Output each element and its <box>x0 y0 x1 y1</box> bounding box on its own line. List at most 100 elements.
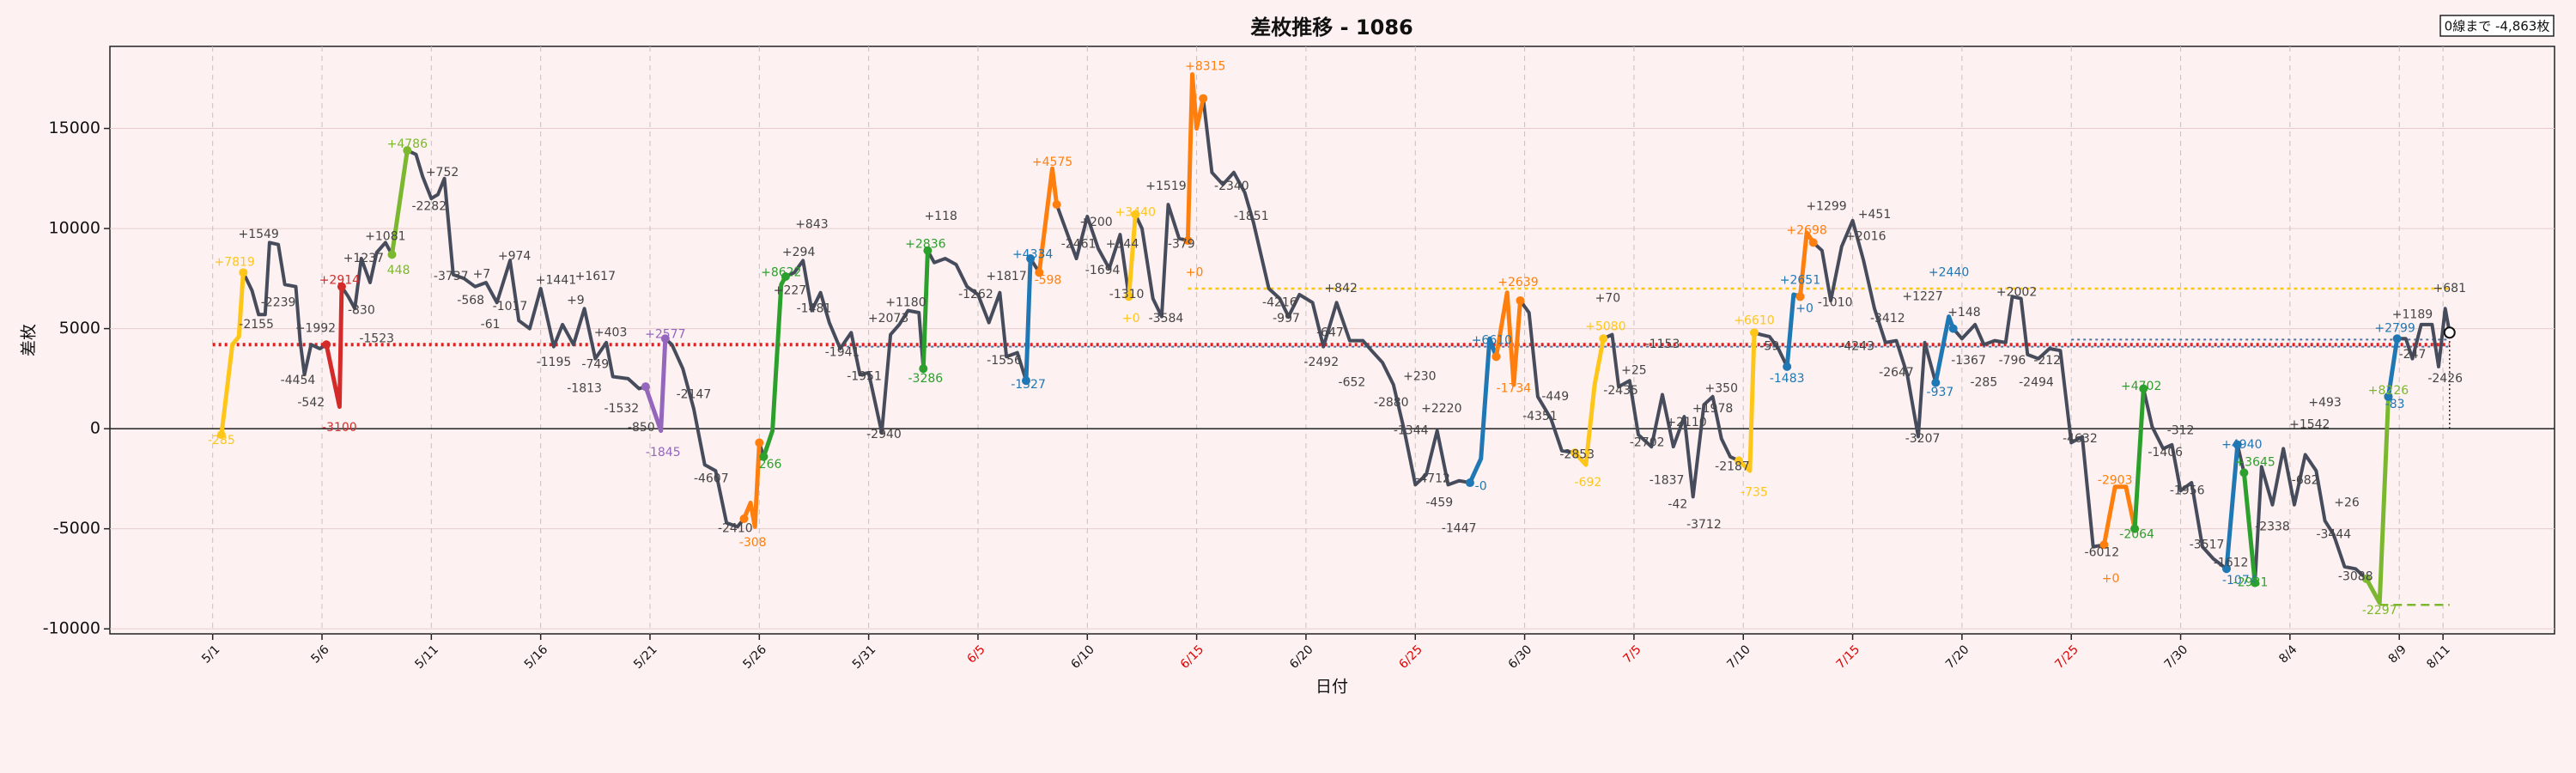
y-tick-label: -5000 <box>53 519 100 538</box>
series-line <box>219 72 2451 605</box>
annotation: -997 <box>1273 312 1300 326</box>
series-line <box>2241 470 2257 586</box>
annotation: -4632 <box>2063 432 2098 446</box>
annotation: +1617 <box>575 270 616 283</box>
series-line <box>742 440 762 529</box>
annotation: -652 <box>1339 376 1366 390</box>
point <box>216 430 226 440</box>
point <box>2130 524 2140 533</box>
annotation: -4712 <box>1415 472 1450 485</box>
annotation: -749 <box>581 358 609 372</box>
annotation: +1081 <box>365 229 405 243</box>
annotation: -6012 <box>2085 546 2120 560</box>
annotation: -1845 <box>646 446 681 460</box>
annotation: +3440 <box>1115 205 1156 219</box>
annotation: +1542 <box>2289 417 2330 431</box>
annotation: +200 <box>1079 216 1112 229</box>
annotation: -796 <box>1999 354 2026 368</box>
point <box>1516 295 1525 305</box>
point <box>2139 384 2148 393</box>
annotation: +70 <box>1595 292 1621 306</box>
series-line <box>2224 442 2240 571</box>
annotation: +403 <box>594 326 627 339</box>
annotation: +1189 <box>2392 307 2433 321</box>
annotation: -2426 <box>2427 372 2463 386</box>
series-line <box>761 274 788 460</box>
point <box>755 438 764 447</box>
point <box>1735 456 1744 466</box>
annotation: +4786 <box>387 137 428 151</box>
point <box>660 334 670 344</box>
annotation: +2914 <box>319 274 360 288</box>
annotation: +0 <box>1122 312 1140 326</box>
point <box>1749 328 1759 338</box>
annotation: -1523 <box>359 332 394 345</box>
annotation: +148 <box>1947 306 1980 320</box>
annotation: 266 <box>759 458 782 472</box>
point <box>403 146 412 155</box>
annotation: +2577 <box>645 328 685 342</box>
annotation: +3645 <box>2234 456 2275 470</box>
annotation: -2435 <box>1603 384 1638 398</box>
point <box>2233 440 2242 449</box>
annotation: +7 <box>473 268 491 282</box>
annotation: -42 <box>1668 498 1687 512</box>
point <box>1599 334 1608 344</box>
annotation: +2002 <box>1996 286 2037 300</box>
annotation: -1017 <box>493 300 528 313</box>
point <box>1124 292 1133 301</box>
annotation: +842 <box>1324 282 1357 295</box>
annotation: +227 <box>774 283 806 297</box>
annotation: +7819 <box>214 256 254 270</box>
annotation: -1556 <box>987 354 1022 368</box>
annotation: +752 <box>426 166 459 180</box>
annotation: +344 <box>1106 238 1139 252</box>
point <box>2384 392 2393 401</box>
annotation: +1519 <box>1145 180 1186 193</box>
annotation: +2440 <box>1929 265 1969 279</box>
annotation: -1447 <box>1442 522 1477 536</box>
point <box>923 246 933 255</box>
annotation: +8315 <box>1185 59 1225 73</box>
annotation: -735 <box>1741 486 1768 500</box>
annotation: -285 <box>1970 376 1997 390</box>
annotation: -2494 <box>2019 376 2054 390</box>
point <box>759 452 769 461</box>
point <box>1571 448 1580 458</box>
annotation: +2639 <box>1498 276 1538 289</box>
annotation: -2853 <box>1559 447 1595 461</box>
annotation: -692 <box>1575 476 1602 490</box>
annotation: -3444 <box>2316 528 2351 542</box>
annotation: -247 <box>2399 348 2427 362</box>
y-tick-label: 10000 <box>49 219 100 238</box>
annotation: -2981 <box>2233 576 2269 590</box>
annotation: +4334 <box>1012 247 1053 261</box>
series-line <box>324 284 344 409</box>
annotation: -379 <box>1168 238 1195 252</box>
annotation: +974 <box>498 250 532 264</box>
point <box>2099 540 2109 550</box>
annotation: +0 <box>1186 265 1204 279</box>
annotation: -2903 <box>2098 474 2133 488</box>
annotation: -850 <box>628 421 655 435</box>
y-tick-label: 0 <box>90 419 100 438</box>
annotation: +26 <box>2334 496 2360 509</box>
annotation: +1978 <box>1692 402 1733 416</box>
point <box>1795 292 1805 301</box>
point <box>919 364 928 374</box>
annotation: -83 <box>2385 398 2405 411</box>
annotation: -3517 <box>2190 538 2225 551</box>
annotation: -830 <box>348 304 375 318</box>
annotation: +9 <box>567 294 585 307</box>
annotation: -1527 <box>1011 378 1046 392</box>
annotation: +2110 <box>1666 416 1706 429</box>
plot-area <box>109 46 2555 635</box>
point <box>1131 210 1140 219</box>
annotation: -4454 <box>281 374 316 387</box>
annotation: -2492 <box>1303 356 1339 369</box>
annotation: -568 <box>457 294 484 307</box>
annotation: -2880 <box>1374 396 1409 410</box>
annotation: -1406 <box>2148 446 2183 460</box>
